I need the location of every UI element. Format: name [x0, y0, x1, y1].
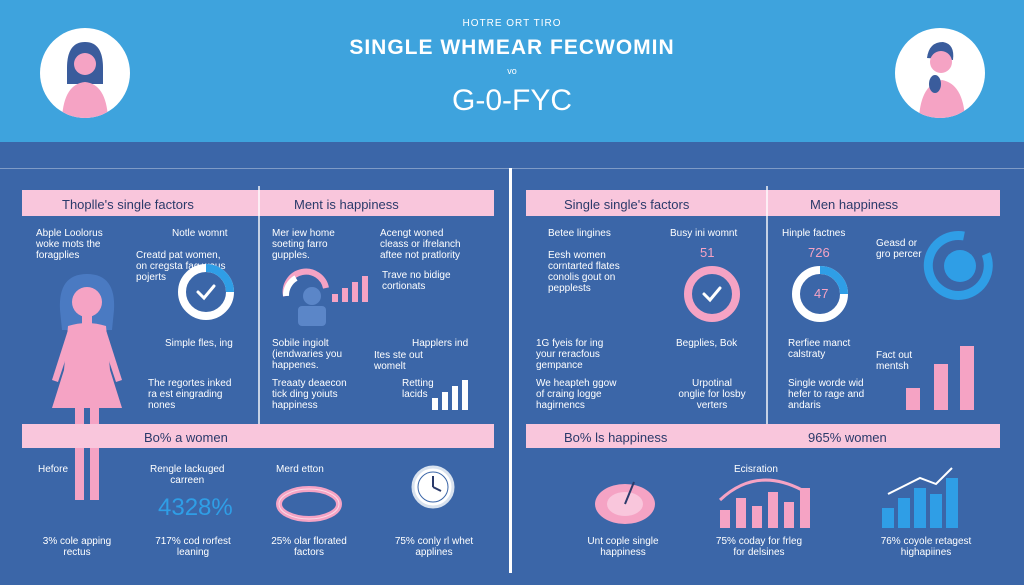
left-text-8: Sobile ingiolt (iendwaries you happenes. [272, 338, 343, 371]
left-text-11: The regortes inked ra est eingrading non… [148, 378, 232, 411]
person-icon [919, 42, 965, 118]
left-text-7: Simple fles, ing [165, 338, 233, 349]
right-bottom-text-1: Ecisration [734, 464, 778, 475]
right-text-14: We heapteh ggow of craing logge hagirnen… [536, 378, 617, 411]
left-text-1: Abple Loolorus woke mots the foragplies [36, 228, 103, 261]
clock-icon [411, 465, 455, 509]
right-text-3: 51 [700, 245, 715, 260]
header-code: G-0-FYC [452, 84, 572, 117]
left-text-4: Mer iew home soeting farro gupples. [272, 228, 335, 261]
pink-check-ring-icon [684, 266, 740, 322]
right-col-divider [766, 186, 768, 448]
pink-ring-icon [276, 486, 342, 522]
top-divider [0, 168, 1024, 169]
right-text-16: Single worde wid hefer to rage and andar… [788, 378, 865, 411]
left-text-5: Acengt woned cleass or ifrelanch aftee n… [380, 228, 461, 261]
woman-avatar-left [40, 28, 130, 118]
right-text-9: Geasd or gro percer [876, 238, 922, 260]
header-kicker: HOTRE ORT TIRO [462, 18, 562, 29]
header-title: SINGLE WHMEAR FECWOMIN [349, 36, 675, 59]
left-bottom-text-6: 717% cod rorfest leaning [155, 536, 231, 558]
left-text-13: Retting lacids [402, 378, 434, 400]
right-band-2-label-b: 965% women [808, 430, 887, 445]
left-text-10: Ites ste out womelt [374, 350, 423, 372]
right-text-15: Urpotinal onglie for losby verters [678, 378, 746, 411]
small-bars-icon [432, 380, 468, 410]
right-text-7: 726 [808, 245, 830, 260]
right-band-1-label-b: Men happiness [810, 197, 899, 212]
header-banner [0, 0, 1024, 142]
left-bottom-text-8: 75% conly rl whet applines [394, 536, 474, 558]
right-text-2: Busy ini womnt [670, 228, 738, 239]
left-bottom-text-4: Merd etton [276, 464, 324, 475]
left-text-12: Treaaty deaecon tick ding yoiuts happine… [272, 378, 347, 411]
right-band-1: Single single's factors Men happiness [526, 190, 1000, 216]
check-ring-icon [178, 264, 234, 320]
right-text-6: Hinple factnes [782, 228, 846, 239]
right-text-8: 47 [814, 286, 829, 301]
right-text-13: Fact out mentsh [876, 350, 913, 372]
right-text-4: Eesh women corntarted flates [548, 250, 620, 272]
right-bottom-text-3: 75% coday for frleg for delsines [715, 536, 803, 558]
person-avatar-right [895, 28, 985, 118]
woman-figure-icon [52, 274, 122, 500]
right-bottom-text-4: 76% coyole retagest highapiines [880, 536, 972, 558]
left-band-1-label-a: Thoplle's single factors [62, 197, 194, 212]
left-bottom-text-7: 25% olar florated factors [271, 536, 347, 558]
header-sub: vo [507, 66, 517, 76]
left-band-2: Bo% a women [22, 424, 494, 448]
left-bottom-stat: 4328% [158, 494, 233, 521]
left-text-9: Happlers ind [412, 338, 469, 349]
right-text-11: Begplies, Bok [676, 338, 738, 349]
right-text-12: Rerfiee manct calstraty [788, 338, 851, 360]
right-text-10: 1G fyeis for ing your reracfous gempance [536, 338, 604, 371]
left-bottom-text-2: Rengle lackuged carreen [150, 464, 225, 486]
blue-ring-icon [923, 230, 993, 300]
left-text-2: Notle womnt [172, 228, 228, 239]
left-band-2-label: Bo% a women [144, 430, 228, 445]
right-band-2: Bo% ls happiness 965% women [526, 424, 1000, 448]
right-bottom-text-2: Unt cople single happiness [587, 536, 659, 558]
woman-icon [62, 42, 108, 118]
pink-bar-chart-icon [718, 478, 810, 528]
left-bottom-text-1: Hefore [38, 464, 69, 475]
person-growth-icon [282, 268, 368, 326]
progress-ring-icon [792, 266, 848, 322]
left-text-6: Trave no bidige cortionats [382, 270, 451, 292]
pink-dial-icon [595, 481, 655, 524]
left-band-1-label-b: Ment is happiness [294, 197, 399, 212]
blue-bar-chart-icon [882, 467, 958, 528]
right-band-1-label-a: Single single's factors [564, 197, 690, 212]
pink-bars-icon [906, 346, 974, 410]
left-bottom-text-5: 3% cole apping rectus [42, 536, 112, 558]
right-text-1: Betee lingines [548, 228, 611, 239]
right-band-2-label-a: Bo% ls happiness [564, 430, 668, 445]
center-divider [509, 168, 512, 573]
left-col-divider [258, 186, 260, 448]
right-text-5: conolis gout on pepplests [548, 272, 616, 294]
